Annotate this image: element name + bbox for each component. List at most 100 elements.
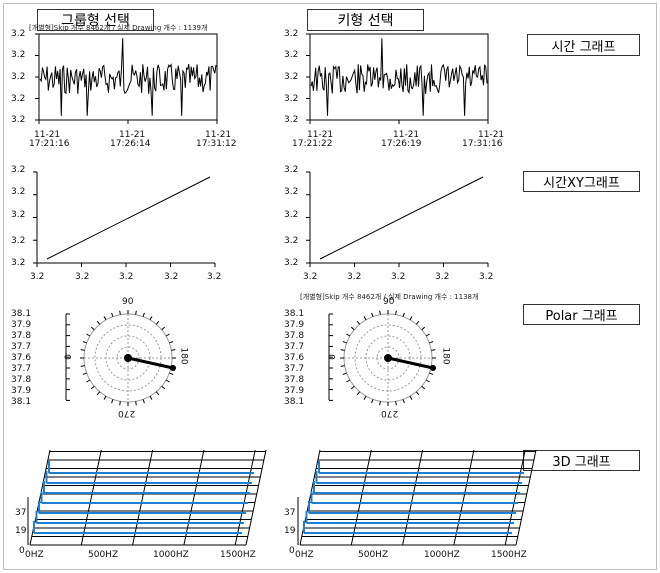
polar-r-tick: 38.1 — [11, 309, 32, 319]
3d-x-tick: 0HZ — [25, 550, 44, 560]
time-y-tick: 3.2 — [284, 115, 299, 125]
xy-y-tick: 3.2 — [284, 236, 299, 246]
polar-vector — [387, 356, 434, 370]
xy-series-line — [46, 176, 211, 260]
polar-angle-tick — [429, 372, 434, 375]
3d-x-tick: 1500HZ — [220, 550, 256, 560]
polar-angle-tick — [402, 399, 405, 404]
polar-angle-tick — [165, 379, 170, 383]
time-graph-button[interactable]: 시간 그래프 — [527, 34, 640, 56]
3d-x-tick: 1500HZ — [491, 550, 527, 560]
3d-depth-line — [245, 449, 267, 546]
3d-depth-line — [350, 449, 372, 546]
time-y-tick: 3.2 — [284, 29, 299, 39]
polar-angle-tick — [395, 401, 397, 406]
polar-angle-tick — [165, 333, 170, 337]
polar-r-tick: 37.9 — [284, 320, 305, 330]
polar-angle-tick — [96, 391, 101, 396]
3d-y-tick: 0 — [289, 546, 295, 556]
polar-angle-tick — [111, 399, 114, 404]
key-select-button[interactable]: 키형 선택 — [307, 9, 424, 31]
polar-angle-tick — [169, 341, 174, 344]
polar-r-tick: 37.7 — [11, 364, 32, 374]
polar-angle-tick — [402, 312, 405, 317]
polar-angle-tick — [96, 320, 101, 325]
3d-x-tick: 1000HZ — [424, 550, 460, 560]
polar-angle-tick — [155, 391, 160, 396]
polar-angle-tick — [415, 320, 420, 325]
3d-depth-line — [132, 449, 154, 546]
polar-angle-tick — [342, 372, 347, 375]
polar-r-tick: 37.8 — [284, 375, 305, 385]
polar-angle-tick — [409, 316, 413, 321]
time-y-tick: 3.2 — [11, 115, 26, 125]
time-x-tick: 17:26:14 — [110, 139, 151, 149]
3d-y-tick: 37 — [284, 508, 296, 518]
polar-angle-label: 90 — [122, 297, 134, 307]
polar-angle-tick — [80, 365, 85, 367]
group-select-button[interactable]: 그룹형 선택 — [37, 9, 154, 31]
polar-angle-tick — [135, 401, 137, 406]
polar-angle-tick — [395, 310, 397, 315]
main-panel — [3, 3, 657, 570]
polar-angle-tick — [169, 372, 174, 375]
polar-angle-tick — [80, 349, 85, 351]
time-series-line — [39, 38, 217, 116]
time-x-tick: 17:26:19 — [381, 139, 422, 149]
xy-y-tick: 3.2 — [11, 187, 26, 197]
polar-angle-tick — [82, 372, 87, 375]
polar-angle-label: 90 — [383, 297, 395, 307]
polar-angle-tick — [371, 399, 374, 404]
time-x-tick: 17:21:16 — [29, 139, 70, 149]
xy-x-tick: 3.2 — [119, 272, 134, 282]
3d-x-tick: 500HZ — [358, 550, 389, 560]
3d-y-tick: 37 — [15, 508, 27, 518]
polar-r-tick: 37.8 — [284, 331, 305, 341]
time-x-tick: 11-21 — [478, 130, 505, 140]
time-y-tick: 3.2 — [11, 29, 26, 39]
xy-x-tick: 3.2 — [30, 272, 45, 282]
time-series-line — [310, 38, 488, 116]
polar-angle-tick — [350, 326, 355, 331]
polar-angle-tick — [371, 312, 374, 317]
polar-r-tick: 37.7 — [284, 364, 305, 374]
polar-angle-tick — [431, 349, 436, 351]
polar-r-tick: 37.8 — [11, 375, 32, 385]
xy-series-line — [319, 176, 484, 260]
polar-r-tick: 38.1 — [284, 397, 305, 407]
polar-angle-tick — [425, 333, 430, 337]
3d-y-tick: 19 — [15, 526, 27, 536]
xy-x-tick: 3.2 — [435, 272, 450, 282]
xy-x-tick: 3.2 — [164, 272, 179, 282]
time-x-tick: 17:31:16 — [462, 139, 503, 149]
polar-angle-tick — [421, 326, 426, 331]
polar-angle-tick — [161, 385, 166, 390]
polar-center-dot — [384, 354, 392, 362]
time-y-tick: 3.2 — [11, 50, 26, 60]
time-y-tick: 3.2 — [11, 94, 26, 104]
3d-graph-button[interactable]: 3D 그래프 — [523, 450, 640, 471]
time-xy-graph-button[interactable]: 시간XY그래프 — [523, 171, 640, 192]
polar-angle-tick — [356, 391, 361, 396]
polar-graph-button[interactable]: Polar 그래프 — [523, 304, 640, 325]
polar-angle-tick — [155, 320, 160, 325]
polar-r-tick: 37.6 — [284, 353, 305, 363]
polar-angle-tick — [149, 316, 153, 321]
xy-y-tick: 3.2 — [284, 210, 299, 220]
polar-angle-tick — [379, 401, 381, 406]
time-y-tick: 3.2 — [284, 72, 299, 82]
xy-y-tick: 3.2 — [11, 258, 26, 268]
polar-r-tick: 37.9 — [284, 386, 305, 396]
xy-y-tick: 3.2 — [11, 236, 26, 246]
polar-angle-tick — [425, 379, 430, 383]
polar-angle-tick — [142, 399, 145, 404]
time-y-tick: 3.2 — [11, 72, 26, 82]
3d-y-tick: 0 — [19, 546, 25, 556]
xy-y-tick: 3.2 — [11, 210, 26, 220]
polar-angle-tick — [86, 333, 91, 337]
polar-angle-tick — [421, 385, 426, 390]
polar-r-tick: 37.6 — [11, 353, 32, 363]
polar-r-tick: 37.9 — [11, 386, 32, 396]
3d-x-tick: 0HZ — [295, 550, 314, 560]
xy-y-tick: 3.2 — [11, 165, 26, 175]
